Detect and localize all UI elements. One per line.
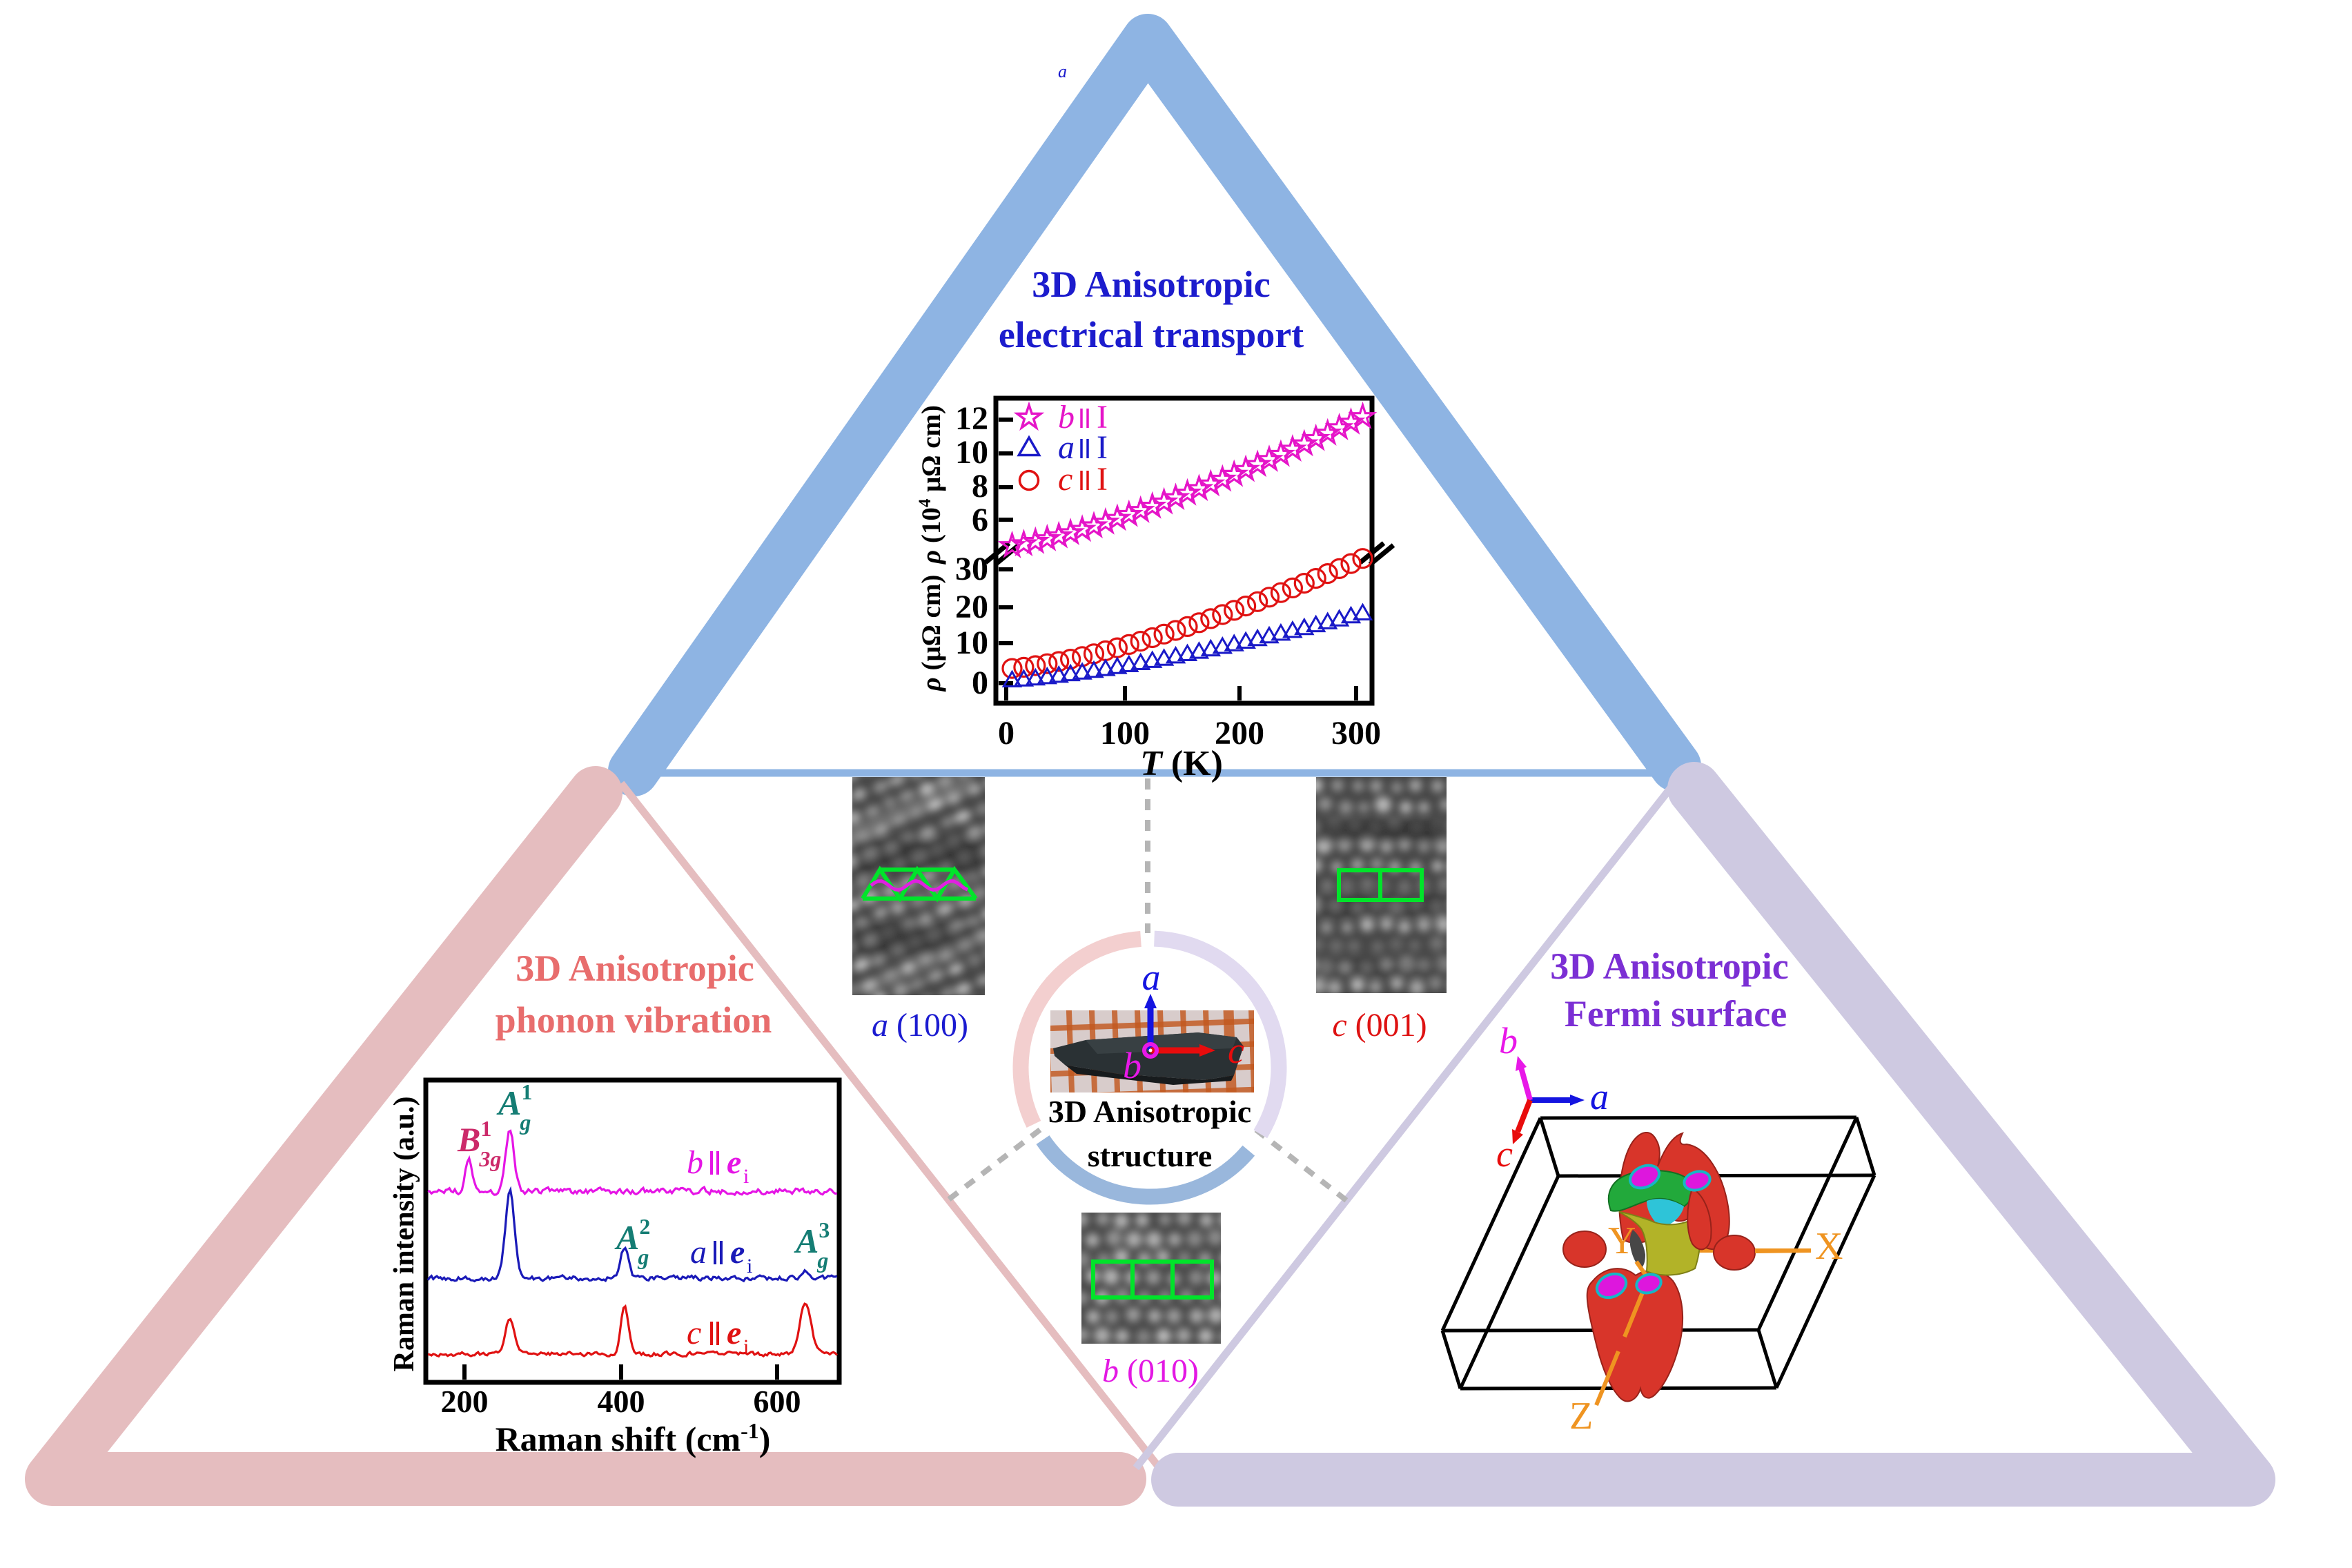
svg-text:3D Anisotropic: 3D Anisotropic [1032, 264, 1271, 305]
svg-text:a: a [1058, 61, 1067, 81]
svg-text:b: b [687, 1144, 703, 1181]
svg-text:Raman shift (cm-1): Raman shift (cm-1) [496, 1418, 771, 1458]
svg-text:I: I [1097, 399, 1108, 435]
svg-text:20: 20 [955, 589, 988, 625]
svg-text:3D Anisotropic: 3D Anisotropic [1550, 945, 1789, 987]
svg-text:c: c [1496, 1133, 1513, 1175]
svg-text:e: e [727, 1144, 741, 1181]
svg-text:600: 600 [754, 1384, 801, 1419]
svg-text:a: a [1590, 1076, 1609, 1117]
svg-text:200: 200 [441, 1384, 489, 1419]
svg-text:i: i [743, 1335, 749, 1358]
svg-text:i: i [743, 1165, 749, 1188]
svg-text:Fermi surface: Fermi surface [1565, 993, 1787, 1035]
svg-text:ρ (μΩ cm): ρ (μΩ cm) [917, 575, 946, 692]
svg-text:Z: Z [1569, 1395, 1593, 1438]
svg-text:b: b [1499, 1020, 1518, 1061]
svg-text:i: i [747, 1255, 752, 1277]
svg-text:a: a [1058, 429, 1075, 466]
svg-text:a: a [1142, 957, 1161, 998]
svg-text:c: c [1228, 1030, 1244, 1071]
svg-text:200: 200 [1215, 715, 1264, 752]
svg-text:e: e [727, 1315, 741, 1351]
svg-text:3D Anisotropic: 3D Anisotropic [516, 948, 754, 989]
svg-text:I: I [1097, 429, 1108, 466]
svg-text:Y: Y [1608, 1219, 1636, 1262]
svg-text:I: I [1097, 461, 1108, 498]
svg-text:b: b [1123, 1045, 1141, 1086]
svg-text:electrical transport: electrical transport [999, 314, 1304, 355]
svg-text:b (010): b (010) [1102, 1353, 1199, 1389]
svg-text:100: 100 [1100, 715, 1150, 752]
svg-text:b: b [1058, 399, 1075, 435]
svg-text:ρ (104 μΩ cm): ρ (104 μΩ cm) [916, 405, 946, 565]
svg-text:c: c [1058, 461, 1072, 498]
svg-text:6: 6 [972, 502, 988, 538]
svg-text:a: a [690, 1234, 707, 1271]
svg-text:10: 10 [955, 434, 988, 471]
svg-text:300: 300 [1331, 715, 1381, 752]
svg-text:structure: structure [1088, 1138, 1213, 1173]
svg-text:400: 400 [598, 1384, 645, 1419]
svg-text:0: 0 [998, 715, 1015, 752]
svg-text:8: 8 [972, 468, 988, 504]
svg-text:3D Anisotropic: 3D Anisotropic [1048, 1094, 1251, 1129]
svg-text:c: c [687, 1315, 701, 1351]
svg-text:Raman intensity (a.u.): Raman intensity (a.u.) [389, 1096, 420, 1371]
svg-text:0: 0 [972, 665, 988, 701]
svg-text:e: e [730, 1234, 745, 1271]
svg-text:phonon vibration: phonon vibration [496, 999, 772, 1041]
svg-text:10: 10 [955, 625, 988, 661]
svg-text:a (100): a (100) [872, 1007, 968, 1043]
svg-text:T (K): T (K) [1140, 744, 1223, 783]
svg-text:12: 12 [955, 400, 988, 437]
svg-text:X: X [1815, 1225, 1843, 1268]
svg-text:30: 30 [955, 551, 988, 587]
svg-text:c (001): c (001) [1332, 1007, 1427, 1043]
